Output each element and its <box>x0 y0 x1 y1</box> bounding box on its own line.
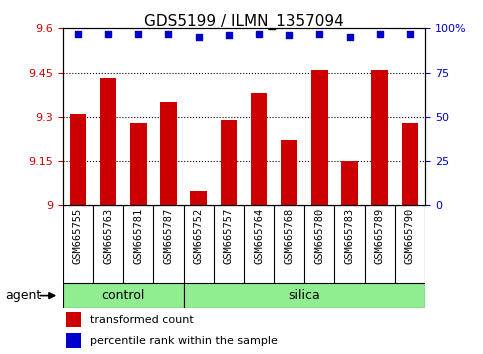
Bar <box>184 283 425 308</box>
Bar <box>190 190 207 205</box>
Bar <box>67 333 81 348</box>
Text: GSM665764: GSM665764 <box>254 208 264 264</box>
Point <box>315 31 323 36</box>
Text: agent: agent <box>5 289 41 302</box>
Point <box>346 34 354 40</box>
Text: GSM665783: GSM665783 <box>344 208 355 264</box>
Point <box>134 31 142 36</box>
Point <box>195 34 202 40</box>
Bar <box>70 114 86 205</box>
Point <box>406 31 414 36</box>
Point <box>74 31 82 36</box>
Bar <box>341 161 358 205</box>
Bar <box>402 123 418 205</box>
Text: GSM665755: GSM665755 <box>73 208 83 264</box>
Point <box>104 31 112 36</box>
Point <box>376 31 384 36</box>
Text: transformed count: transformed count <box>90 315 194 325</box>
Bar <box>251 93 267 205</box>
Bar <box>67 312 81 327</box>
Bar <box>281 141 298 205</box>
Text: GSM665768: GSM665768 <box>284 208 294 264</box>
Text: GSM665787: GSM665787 <box>163 208 173 264</box>
Bar <box>100 79 116 205</box>
Text: control: control <box>101 289 145 302</box>
Bar <box>371 70 388 205</box>
Text: silica: silica <box>288 289 320 302</box>
Point <box>255 31 263 36</box>
Text: GSM665757: GSM665757 <box>224 208 234 264</box>
Bar <box>130 123 146 205</box>
Point <box>225 33 233 38</box>
Bar <box>160 102 177 205</box>
Text: percentile rank within the sample: percentile rank within the sample <box>90 336 278 346</box>
Text: GSM665752: GSM665752 <box>194 208 204 264</box>
Text: GSM665790: GSM665790 <box>405 208 415 264</box>
Text: GSM665789: GSM665789 <box>375 208 385 264</box>
Text: GDS5199 / ILMN_1357094: GDS5199 / ILMN_1357094 <box>144 14 344 30</box>
Bar <box>311 70 327 205</box>
Text: GSM665763: GSM665763 <box>103 208 113 264</box>
Text: GSM665780: GSM665780 <box>314 208 325 264</box>
Bar <box>63 283 184 308</box>
Bar <box>221 120 237 205</box>
Point <box>285 33 293 38</box>
Text: GSM665781: GSM665781 <box>133 208 143 264</box>
Point <box>165 31 172 36</box>
